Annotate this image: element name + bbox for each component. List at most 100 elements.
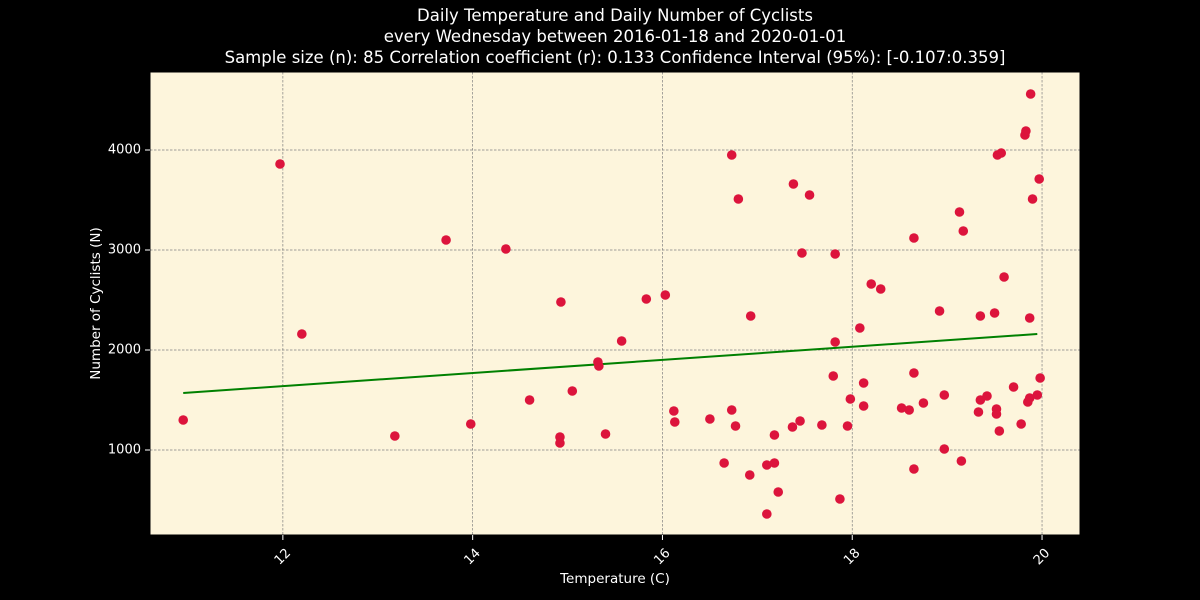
data-point bbox=[858, 401, 869, 411]
x-tick-label: 14 bbox=[461, 546, 483, 568]
data-point bbox=[441, 235, 451, 245]
data-point bbox=[982, 391, 992, 401]
data-point bbox=[787, 422, 798, 432]
data-point bbox=[501, 244, 511, 254]
data-point bbox=[1024, 393, 1035, 403]
data-point bbox=[1021, 126, 1031, 136]
data-point bbox=[797, 248, 807, 258]
x-axis-label: Temperature (C) bbox=[559, 571, 670, 587]
data-point bbox=[669, 417, 680, 427]
data-point bbox=[705, 414, 715, 424]
chart-title-block: Daily Temperature and Daily Number of Cy… bbox=[0, 5, 1200, 68]
data-point bbox=[600, 429, 611, 439]
data-point bbox=[817, 420, 827, 430]
data-point bbox=[1025, 89, 1036, 99]
data-point bbox=[744, 470, 755, 480]
data-point bbox=[996, 148, 1007, 158]
grid-lines bbox=[150, 72, 1080, 535]
data-point bbox=[909, 464, 919, 474]
data-point bbox=[896, 403, 907, 413]
data-point bbox=[788, 179, 799, 189]
data-point bbox=[1008, 382, 1019, 392]
y-axis-ticks: 1000 2000 3000 4000 bbox=[108, 143, 150, 458]
data-points bbox=[178, 89, 1045, 519]
data-point bbox=[939, 444, 950, 454]
data-point bbox=[842, 421, 853, 431]
data-point bbox=[1027, 194, 1038, 204]
data-point bbox=[616, 336, 627, 346]
data-point bbox=[669, 406, 679, 416]
x-tick-label: 12 bbox=[272, 546, 294, 568]
data-point bbox=[773, 487, 784, 497]
data-point bbox=[275, 159, 285, 169]
chart-statistics: Sample size (n): 85 Correlation coeffici… bbox=[224, 48, 1006, 67]
data-point bbox=[904, 405, 914, 415]
x-tick-label: 18 bbox=[841, 546, 863, 568]
data-point bbox=[762, 460, 772, 470]
data-point bbox=[178, 415, 189, 425]
data-point bbox=[762, 509, 772, 519]
data-point bbox=[555, 438, 565, 448]
data-point bbox=[594, 361, 604, 371]
plot-frame bbox=[149, 71, 1081, 536]
data-point bbox=[954, 207, 965, 217]
y-tick-label: 4000 bbox=[108, 143, 141, 158]
data-point bbox=[733, 194, 744, 204]
data-point bbox=[934, 306, 945, 316]
data-point bbox=[991, 409, 1002, 419]
data-point bbox=[1034, 174, 1044, 184]
data-point bbox=[939, 390, 950, 400]
data-point bbox=[556, 297, 566, 307]
data-point bbox=[1016, 419, 1026, 429]
x-tick-label: 16 bbox=[651, 546, 673, 568]
data-point bbox=[769, 430, 780, 440]
data-point bbox=[804, 190, 815, 200]
data-point bbox=[567, 386, 578, 396]
data-point bbox=[845, 394, 856, 404]
data-point bbox=[858, 378, 869, 388]
data-point bbox=[828, 371, 839, 381]
data-point bbox=[973, 407, 984, 417]
data-point bbox=[1035, 373, 1045, 383]
data-point bbox=[795, 416, 805, 426]
data-point bbox=[866, 279, 877, 289]
data-point bbox=[726, 405, 737, 415]
y-tick-label: 3000 bbox=[108, 243, 141, 258]
data-point bbox=[918, 398, 929, 408]
data-point bbox=[975, 311, 986, 321]
data-point bbox=[956, 456, 967, 466]
y-tick-label: 1000 bbox=[108, 443, 141, 458]
data-point bbox=[769, 458, 780, 468]
data-point bbox=[641, 294, 652, 304]
data-point bbox=[830, 337, 840, 347]
chart-title: Daily Temperature and Daily Number of Cy… bbox=[417, 6, 813, 25]
y-tick-label: 2000 bbox=[108, 343, 141, 358]
data-point bbox=[745, 311, 756, 321]
data-point bbox=[297, 329, 307, 339]
data-point bbox=[835, 494, 845, 504]
plot-area bbox=[150, 72, 1080, 535]
data-point bbox=[958, 226, 969, 236]
data-point bbox=[909, 233, 919, 243]
trend-line bbox=[183, 333, 1038, 394]
data-point bbox=[524, 395, 535, 405]
data-point bbox=[660, 290, 671, 300]
data-point bbox=[909, 368, 919, 378]
y-axis-label: Number of Cyclists (N) bbox=[88, 227, 104, 379]
data-point bbox=[726, 150, 737, 160]
data-point bbox=[830, 249, 840, 259]
data-point bbox=[465, 419, 476, 429]
data-point bbox=[875, 284, 886, 294]
data-point bbox=[855, 323, 865, 333]
data-point bbox=[1032, 390, 1043, 400]
data-point bbox=[1024, 313, 1035, 323]
data-point bbox=[989, 308, 1000, 318]
data-point bbox=[719, 458, 729, 468]
data-point bbox=[999, 272, 1009, 282]
data-point bbox=[730, 421, 741, 431]
x-tick-label: 20 bbox=[1031, 546, 1053, 568]
data-point bbox=[994, 426, 1005, 436]
data-point bbox=[390, 431, 400, 441]
x-axis-ticks: 12 14 16 18 20 bbox=[272, 535, 1053, 568]
